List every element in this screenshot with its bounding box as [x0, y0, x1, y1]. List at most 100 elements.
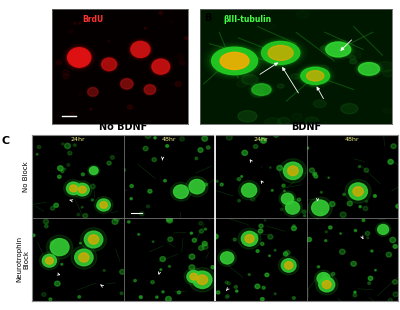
Circle shape: [364, 168, 369, 172]
Circle shape: [54, 281, 60, 286]
Circle shape: [213, 234, 218, 239]
Circle shape: [160, 269, 162, 270]
Circle shape: [88, 235, 99, 244]
Circle shape: [220, 252, 234, 264]
Circle shape: [87, 87, 98, 97]
Circle shape: [221, 53, 228, 58]
Circle shape: [354, 229, 357, 232]
Circle shape: [256, 250, 259, 252]
Circle shape: [255, 284, 260, 289]
Circle shape: [226, 135, 232, 140]
Circle shape: [64, 143, 70, 148]
Circle shape: [354, 291, 356, 293]
Circle shape: [103, 270, 105, 271]
Circle shape: [386, 252, 392, 257]
Circle shape: [80, 228, 106, 251]
Circle shape: [359, 206, 361, 208]
Circle shape: [217, 51, 252, 71]
Circle shape: [162, 291, 164, 293]
Circle shape: [79, 22, 81, 24]
Circle shape: [42, 254, 56, 267]
Circle shape: [83, 214, 88, 218]
Circle shape: [388, 159, 393, 164]
Circle shape: [291, 74, 300, 79]
Circle shape: [90, 167, 98, 175]
Circle shape: [131, 42, 150, 57]
Circle shape: [198, 281, 201, 284]
Circle shape: [283, 162, 302, 179]
Circle shape: [280, 208, 283, 210]
Circle shape: [262, 286, 265, 289]
Circle shape: [226, 296, 229, 299]
Circle shape: [64, 168, 66, 170]
Circle shape: [306, 70, 325, 82]
Circle shape: [211, 266, 214, 269]
Circle shape: [150, 58, 172, 76]
Circle shape: [281, 193, 294, 204]
Circle shape: [238, 199, 240, 202]
Circle shape: [219, 51, 250, 70]
Circle shape: [189, 268, 216, 292]
Circle shape: [245, 235, 254, 243]
Circle shape: [365, 231, 370, 235]
Circle shape: [236, 290, 238, 292]
Circle shape: [189, 254, 195, 259]
Circle shape: [50, 239, 69, 256]
Circle shape: [285, 250, 290, 255]
Circle shape: [91, 199, 94, 201]
Circle shape: [265, 273, 269, 277]
Circle shape: [190, 232, 192, 234]
Circle shape: [73, 181, 92, 198]
Circle shape: [69, 30, 73, 33]
Circle shape: [241, 176, 242, 177]
Circle shape: [100, 57, 118, 72]
Circle shape: [292, 226, 296, 231]
Circle shape: [306, 71, 324, 81]
Circle shape: [279, 191, 296, 206]
Circle shape: [130, 41, 151, 58]
Circle shape: [305, 117, 319, 125]
Circle shape: [253, 234, 258, 237]
Circle shape: [195, 157, 198, 160]
Circle shape: [63, 70, 69, 75]
Circle shape: [367, 237, 369, 239]
Circle shape: [107, 59, 110, 61]
Circle shape: [388, 298, 392, 302]
Circle shape: [353, 294, 357, 297]
Circle shape: [40, 252, 59, 270]
Circle shape: [71, 246, 97, 269]
Circle shape: [368, 276, 373, 280]
Circle shape: [36, 154, 38, 155]
Circle shape: [242, 75, 258, 85]
Circle shape: [46, 235, 73, 259]
Circle shape: [190, 273, 197, 280]
Circle shape: [58, 175, 61, 178]
Circle shape: [101, 57, 117, 71]
Circle shape: [347, 201, 352, 206]
Circle shape: [80, 242, 81, 244]
Circle shape: [288, 166, 298, 175]
Circle shape: [268, 46, 293, 60]
Circle shape: [187, 271, 200, 283]
Circle shape: [340, 212, 346, 217]
Circle shape: [189, 179, 205, 194]
Circle shape: [120, 78, 134, 90]
Circle shape: [278, 117, 290, 125]
Circle shape: [138, 233, 140, 235]
Circle shape: [269, 255, 270, 257]
Circle shape: [382, 108, 391, 114]
Circle shape: [284, 190, 285, 192]
Circle shape: [202, 241, 207, 246]
Text: Neurotrophin
Block: Neurotrophin Block: [16, 236, 29, 282]
Text: BDNF: BDNF: [292, 122, 322, 132]
Circle shape: [49, 298, 52, 301]
Circle shape: [268, 234, 273, 239]
Circle shape: [42, 293, 46, 296]
Circle shape: [274, 134, 278, 137]
Circle shape: [144, 85, 156, 95]
Text: C: C: [2, 136, 10, 146]
Circle shape: [73, 144, 76, 146]
Circle shape: [129, 40, 152, 59]
Circle shape: [238, 228, 261, 249]
Circle shape: [277, 166, 282, 171]
